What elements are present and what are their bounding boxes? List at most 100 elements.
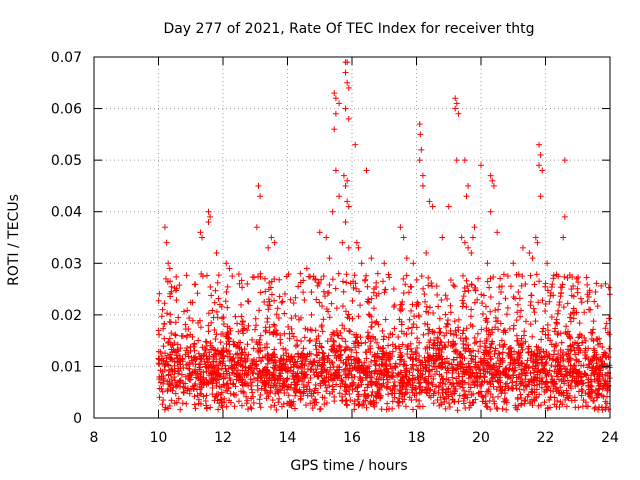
data-point bbox=[158, 313, 165, 320]
data-point bbox=[373, 394, 380, 401]
data-point bbox=[509, 385, 516, 392]
data-point bbox=[205, 208, 212, 215]
data-point bbox=[498, 337, 505, 344]
data-point bbox=[364, 283, 371, 290]
data-point bbox=[365, 299, 372, 306]
data-point bbox=[487, 208, 494, 215]
data-point bbox=[271, 239, 278, 246]
data-point bbox=[232, 313, 239, 320]
data-point bbox=[156, 290, 163, 297]
data-point bbox=[226, 265, 233, 272]
data-point bbox=[223, 260, 230, 267]
data-point bbox=[331, 338, 338, 345]
data-point bbox=[430, 400, 437, 407]
data-point bbox=[574, 289, 581, 296]
data-point bbox=[529, 255, 536, 262]
data-point bbox=[557, 347, 564, 354]
data-point bbox=[286, 335, 293, 342]
data-point bbox=[308, 311, 315, 318]
data-point bbox=[320, 273, 327, 280]
data-point bbox=[165, 260, 172, 267]
data-point bbox=[174, 341, 181, 348]
data-point bbox=[406, 316, 413, 323]
data-point bbox=[178, 332, 185, 339]
data-point bbox=[495, 393, 502, 400]
data-point bbox=[349, 315, 356, 322]
data-point bbox=[238, 402, 245, 409]
data-point bbox=[268, 234, 275, 241]
data-point bbox=[275, 399, 282, 406]
data-point bbox=[519, 370, 526, 377]
data-point bbox=[313, 296, 320, 303]
data-point bbox=[314, 389, 321, 396]
data-point bbox=[532, 234, 539, 241]
data-point bbox=[467, 313, 474, 320]
data-point bbox=[453, 100, 460, 107]
data-point bbox=[578, 392, 585, 399]
data-point bbox=[155, 297, 162, 304]
data-point bbox=[306, 388, 313, 395]
data-point bbox=[454, 407, 461, 414]
data-point bbox=[324, 289, 331, 296]
data-point bbox=[303, 265, 310, 272]
data-point bbox=[202, 397, 209, 404]
data-point bbox=[167, 311, 174, 318]
data-point bbox=[235, 271, 242, 278]
data-point bbox=[442, 405, 449, 412]
data-point bbox=[331, 90, 338, 97]
data-point bbox=[446, 400, 453, 407]
data-point bbox=[307, 375, 314, 382]
data-point bbox=[487, 275, 494, 282]
data-point bbox=[194, 290, 201, 297]
data-point bbox=[515, 288, 522, 295]
data-point bbox=[436, 315, 443, 322]
data-point bbox=[179, 400, 186, 407]
data-point bbox=[413, 362, 420, 369]
data-point bbox=[250, 345, 257, 352]
data-point bbox=[220, 314, 227, 321]
data-point bbox=[474, 330, 481, 337]
data-point bbox=[361, 277, 368, 284]
data-point bbox=[197, 324, 204, 331]
data-point bbox=[480, 292, 487, 299]
data-point bbox=[214, 314, 221, 321]
data-point bbox=[478, 326, 485, 333]
data-point bbox=[267, 387, 274, 394]
y-tick-label: 0.01 bbox=[51, 359, 82, 375]
data-point bbox=[209, 307, 216, 314]
data-point bbox=[408, 284, 415, 291]
data-point bbox=[256, 400, 263, 407]
data-point bbox=[234, 320, 241, 327]
data-point bbox=[161, 320, 168, 327]
data-point bbox=[602, 371, 609, 378]
data-point bbox=[510, 260, 517, 267]
data-point bbox=[328, 300, 335, 307]
data-point bbox=[459, 297, 466, 304]
data-point bbox=[564, 300, 571, 307]
data-point bbox=[363, 167, 370, 174]
data-point bbox=[368, 323, 375, 330]
data-point bbox=[215, 295, 222, 302]
data-point bbox=[235, 398, 242, 405]
data-point bbox=[460, 300, 467, 307]
data-point bbox=[219, 315, 226, 322]
data-point bbox=[472, 353, 479, 360]
data-point bbox=[358, 381, 365, 388]
x-tick-label: 8 bbox=[90, 430, 99, 446]
data-point bbox=[425, 274, 432, 281]
data-point bbox=[186, 390, 193, 397]
data-point bbox=[465, 182, 472, 189]
data-point bbox=[486, 284, 493, 291]
data-point bbox=[290, 333, 297, 340]
data-point bbox=[331, 398, 338, 405]
data-point bbox=[381, 260, 388, 267]
data-point bbox=[187, 331, 194, 338]
data-point bbox=[373, 279, 380, 286]
data-point bbox=[503, 406, 510, 413]
data-point bbox=[458, 234, 465, 241]
data-point bbox=[163, 239, 170, 246]
data-point bbox=[332, 95, 339, 102]
data-point bbox=[438, 360, 445, 367]
data-point bbox=[560, 234, 567, 241]
data-point bbox=[366, 312, 373, 319]
